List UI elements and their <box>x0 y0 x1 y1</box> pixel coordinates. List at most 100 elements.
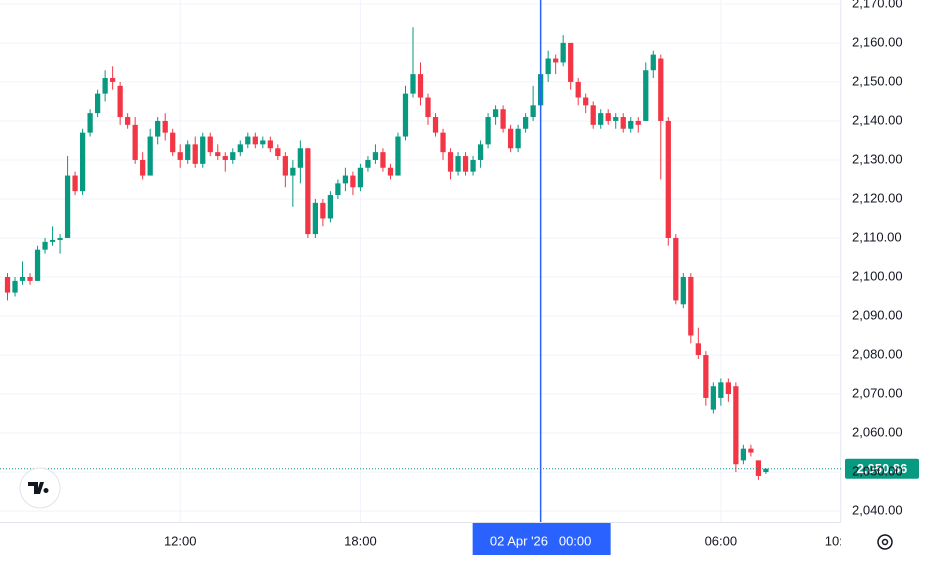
candle-body <box>553 58 559 63</box>
candle-body <box>245 136 251 145</box>
x-tick-label: 18:00 <box>344 533 377 548</box>
candle-body <box>650 54 656 71</box>
candle-body <box>282 156 288 176</box>
y-tick-label: 2,060.00 <box>852 424 903 439</box>
candle-body <box>583 97 589 106</box>
candle-body <box>417 74 424 98</box>
y-tick-label: 2,050.00 <box>852 464 903 479</box>
candle-body <box>440 132 446 153</box>
candle-body <box>147 136 153 176</box>
y-tick-label: 2,110.00 <box>852 229 902 244</box>
candle-body <box>42 241 48 250</box>
candle-body <box>598 113 604 125</box>
y-tick-label: 2,130.00 <box>852 151 903 166</box>
candle-body <box>462 156 469 172</box>
candle-body <box>755 460 762 476</box>
candle-body <box>94 93 101 114</box>
x-tick-labels: 12:00 18:00 06:00 10:00 <box>164 533 858 548</box>
candle-body <box>27 276 33 281</box>
candle-body <box>507 128 514 149</box>
candle-body <box>237 144 243 153</box>
candle-body <box>185 144 191 160</box>
candle-body <box>410 74 416 94</box>
candle-body <box>335 183 341 196</box>
candle-body <box>230 152 236 160</box>
candle-body <box>19 276 26 281</box>
candle-body <box>425 97 431 118</box>
candle-body <box>350 175 356 188</box>
candle-body <box>117 85 123 118</box>
y-tick-label: 2,090.00 <box>852 307 903 322</box>
candle-body <box>87 113 93 133</box>
candle-body <box>312 202 319 235</box>
x-tick-label: 10:00 <box>825 533 858 548</box>
candle-body <box>718 382 724 398</box>
settings-button[interactable] <box>877 534 893 550</box>
candle-body <box>372 152 379 160</box>
candle-body <box>102 78 108 94</box>
candle-body <box>613 117 619 121</box>
candle-body <box>590 105 596 125</box>
candle-body <box>342 175 349 184</box>
logo-mark <box>28 482 49 494</box>
candle-body <box>252 136 258 145</box>
candle-body <box>643 70 649 121</box>
candle-body <box>64 175 71 238</box>
candle-body <box>305 148 311 235</box>
crosshair-label: 02 Apr '26 00:00 <box>490 533 592 548</box>
candle-body <box>140 159 146 176</box>
candle-body <box>162 120 168 133</box>
candle-body <box>387 167 394 176</box>
y-tick-label: 2,150.00 <box>852 73 903 88</box>
settings-gear[interactable] <box>877 534 893 550</box>
x-tick-label: 12:00 <box>164 533 197 548</box>
candle-body <box>215 152 221 157</box>
candle-body <box>545 58 551 75</box>
candle-body <box>695 343 701 356</box>
candle-body <box>49 239 56 242</box>
candle-body <box>260 140 266 145</box>
candle-body <box>200 136 206 164</box>
candle-body <box>290 167 296 176</box>
last-price-label: 2,050.86 <box>857 461 908 476</box>
candle-body <box>733 386 739 465</box>
last-price-box <box>845 458 919 479</box>
candle-body <box>12 280 18 293</box>
candle-body <box>665 120 671 238</box>
candle-body <box>740 448 747 461</box>
candle-body <box>297 148 303 168</box>
candle-body <box>132 124 138 160</box>
candle-body <box>432 117 439 133</box>
candle-body <box>688 276 694 336</box>
x-tick-label: 06:00 <box>705 533 738 548</box>
candles <box>4 27 769 480</box>
candle-body <box>402 93 409 137</box>
candle-body <box>177 152 183 160</box>
candle-body <box>395 136 401 176</box>
candle-body <box>605 113 611 121</box>
candle-body <box>492 109 499 118</box>
candle-body <box>628 120 634 129</box>
y-tick-label: 2,100.00 <box>852 268 903 283</box>
candle-body <box>357 167 364 188</box>
candle-body <box>560 42 566 63</box>
y-tick-label: 2,140.00 <box>852 112 903 127</box>
candle-body <box>267 140 273 149</box>
candle-body <box>455 156 461 172</box>
candle-body <box>703 355 709 398</box>
overlay: 2,050.86 02 Apr '26 00:00 <box>0 0 919 555</box>
candle-body <box>673 237 679 301</box>
candle-body <box>207 136 213 153</box>
candle-body <box>447 152 454 172</box>
candle-body <box>320 202 326 219</box>
candle-body <box>192 144 198 164</box>
logo[interactable] <box>19 467 61 509</box>
candle-body <box>57 237 63 240</box>
candle-body <box>522 117 529 129</box>
candle-body <box>327 195 334 219</box>
candle-body <box>748 448 754 453</box>
candle-body <box>725 382 731 395</box>
candle-body <box>515 128 521 149</box>
y-tick-label: 2,040.00 <box>852 503 903 518</box>
